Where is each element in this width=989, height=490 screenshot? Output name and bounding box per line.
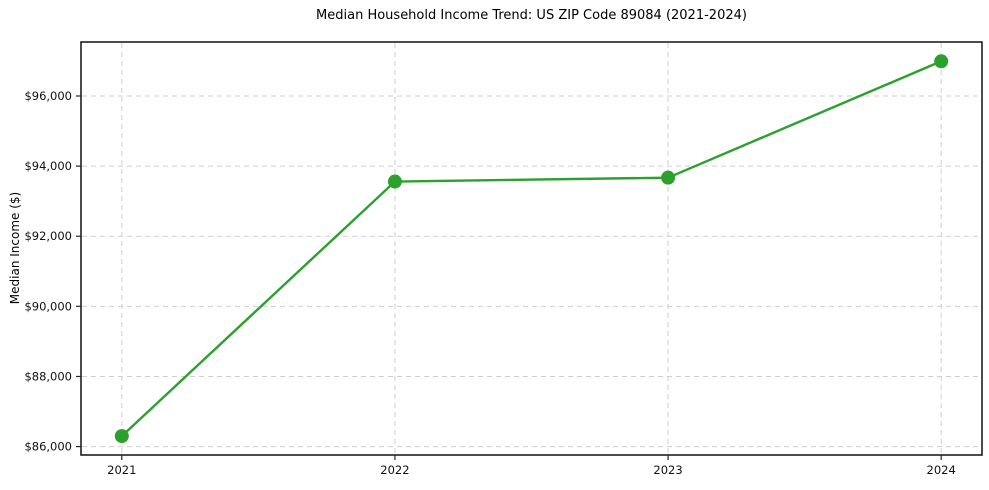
x-tick-label: 2021 <box>107 463 136 477</box>
y-tick-label: $92,000 <box>24 229 72 243</box>
y-tick-label: $90,000 <box>24 299 72 313</box>
x-tick-label: 2022 <box>380 463 409 477</box>
y-tick-label: $86,000 <box>24 440 72 454</box>
y-tick-label: $96,000 <box>24 89 72 103</box>
data-point <box>387 174 402 189</box>
data-point <box>934 54 949 69</box>
y-tick-label: $94,000 <box>24 159 72 173</box>
y-tick-label: $88,000 <box>24 369 72 383</box>
data-point <box>661 170 676 185</box>
trend-line <box>120 60 943 438</box>
data-point <box>114 429 129 444</box>
plot-border <box>80 41 983 456</box>
chart-title: Median Household Income Trend: US ZIP Co… <box>316 8 747 23</box>
x-tick-label: 2024 <box>927 463 956 477</box>
x-tick-label: 2023 <box>653 463 682 477</box>
